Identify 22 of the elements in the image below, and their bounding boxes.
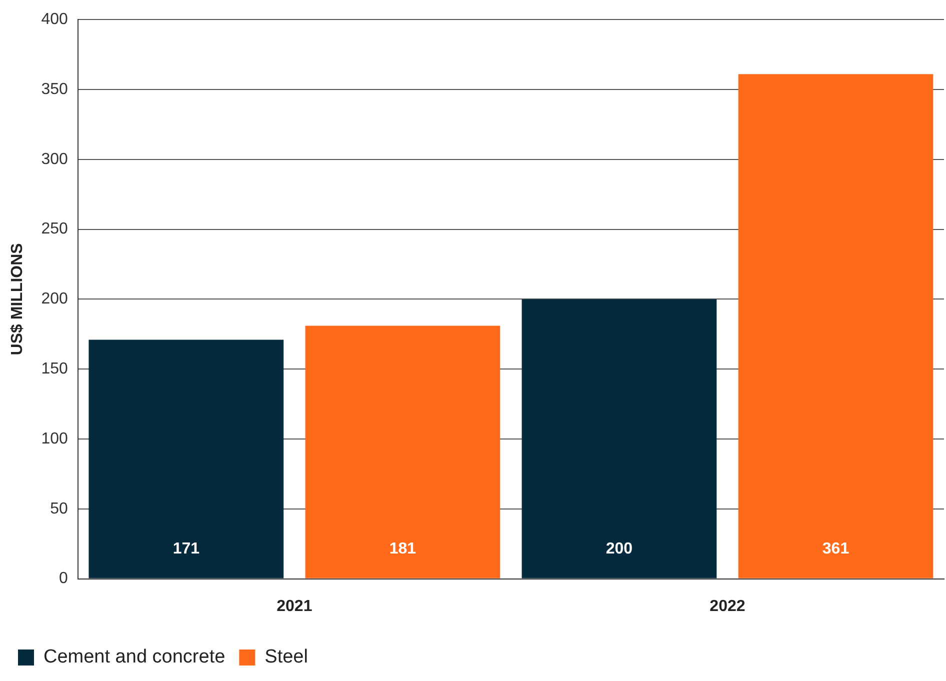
data-label: 200 [606, 540, 633, 558]
y-tick-label: 400 [41, 11, 68, 28]
y-axis-title: US$ MILLIONS [9, 242, 26, 356]
y-tick-label: 100 [41, 430, 68, 448]
data-label: 171 [172, 540, 200, 558]
x-tick-label: 2022 [710, 598, 746, 615]
bar [88, 340, 284, 578]
y-tick-label: 200 [41, 290, 68, 308]
bar [522, 299, 717, 578]
bar [738, 74, 934, 578]
legend-label: Cement and concrete [44, 646, 226, 668]
y-tick-label: 250 [41, 220, 68, 238]
y-tick-label: 300 [41, 150, 68, 168]
y-tick-label: 150 [41, 360, 68, 378]
legend-label: Steel [264, 646, 308, 668]
x-tick-label: 2021 [276, 598, 312, 615]
y-tick-label: 350 [41, 80, 68, 98]
bar [305, 326, 500, 578]
y-tick-label: 0 [58, 570, 68, 588]
data-label: 181 [389, 540, 416, 558]
data-label: 361 [822, 540, 850, 558]
y-tick-label: 50 [50, 500, 68, 518]
